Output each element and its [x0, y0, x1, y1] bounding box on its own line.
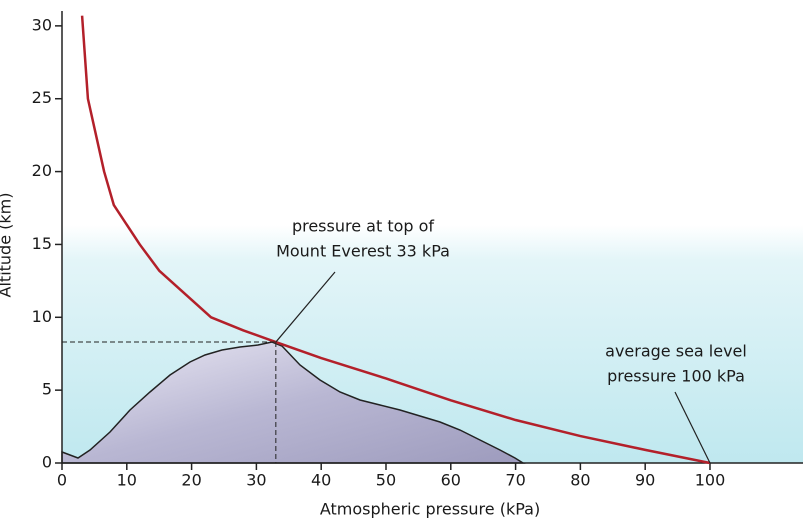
x-tick-label: 20	[181, 471, 201, 490]
y-tick-label: 15	[32, 234, 52, 253]
annotation-text: Mount Everest 33 kPa	[276, 242, 450, 261]
annotation-text: pressure at top of	[292, 217, 434, 236]
chart: Atmospheric pressure (kPa) Altitude (km)…	[0, 0, 803, 524]
x-tick-label: 70	[505, 471, 525, 490]
y-tick-label: 5	[42, 380, 52, 399]
y-tick-label: 30	[32, 15, 52, 34]
x-axis-label: Atmospheric pressure (kPa)	[320, 500, 540, 519]
y-axis-label: Altitude (km)	[0, 193, 15, 298]
x-tick-label: 60	[441, 471, 461, 490]
x-tick-label: 100	[695, 471, 726, 490]
x-tick-label: 90	[635, 471, 655, 490]
annotation-text: pressure 100 kPa	[607, 367, 745, 386]
x-tick-label: 50	[376, 471, 396, 490]
x-tick-label: 10	[117, 471, 137, 490]
x-tick-label: 30	[246, 471, 266, 490]
x-tick-label: 80	[570, 471, 590, 490]
x-tick-label: 0	[57, 471, 67, 490]
x-tick-label: 40	[311, 471, 331, 490]
annotation-text: average sea level	[605, 342, 747, 361]
y-tick-label: 20	[32, 161, 52, 180]
y-tick-label: 10	[32, 307, 52, 326]
y-tick-label: 0	[42, 453, 52, 472]
y-tick-label: 25	[32, 88, 52, 107]
